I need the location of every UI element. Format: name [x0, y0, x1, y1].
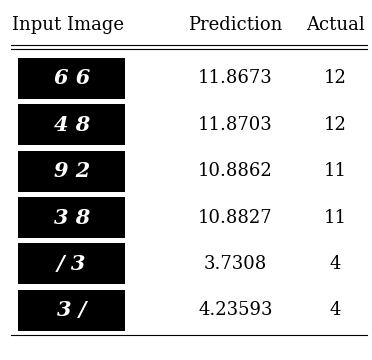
- FancyBboxPatch shape: [18, 243, 125, 284]
- FancyBboxPatch shape: [18, 150, 125, 192]
- Text: 9 2: 9 2: [54, 161, 90, 181]
- FancyBboxPatch shape: [18, 58, 125, 99]
- FancyBboxPatch shape: [18, 104, 125, 145]
- Text: / 3: / 3: [57, 254, 86, 274]
- Text: 11.8673: 11.8673: [198, 69, 273, 87]
- Text: 12: 12: [324, 116, 347, 134]
- Text: 10.8862: 10.8862: [198, 162, 273, 180]
- Text: Prediction: Prediction: [188, 16, 283, 34]
- Text: 4 8: 4 8: [54, 114, 90, 135]
- Text: 11: 11: [324, 208, 347, 226]
- Text: Input Image: Input Image: [12, 16, 124, 34]
- Text: 3 8: 3 8: [54, 207, 90, 228]
- Text: 12: 12: [324, 69, 347, 87]
- Text: 11.8703: 11.8703: [198, 116, 273, 134]
- Text: 11: 11: [324, 162, 347, 180]
- Text: Actual: Actual: [306, 16, 365, 34]
- Text: 6 6: 6 6: [54, 68, 90, 88]
- FancyBboxPatch shape: [18, 290, 125, 331]
- Text: 4: 4: [330, 301, 341, 319]
- FancyBboxPatch shape: [18, 197, 125, 238]
- Text: 4.23593: 4.23593: [198, 301, 273, 319]
- Text: 10.8827: 10.8827: [198, 208, 273, 226]
- Text: 4: 4: [330, 255, 341, 273]
- Text: 3.7308: 3.7308: [204, 255, 267, 273]
- Text: 3 /: 3 /: [57, 300, 86, 320]
